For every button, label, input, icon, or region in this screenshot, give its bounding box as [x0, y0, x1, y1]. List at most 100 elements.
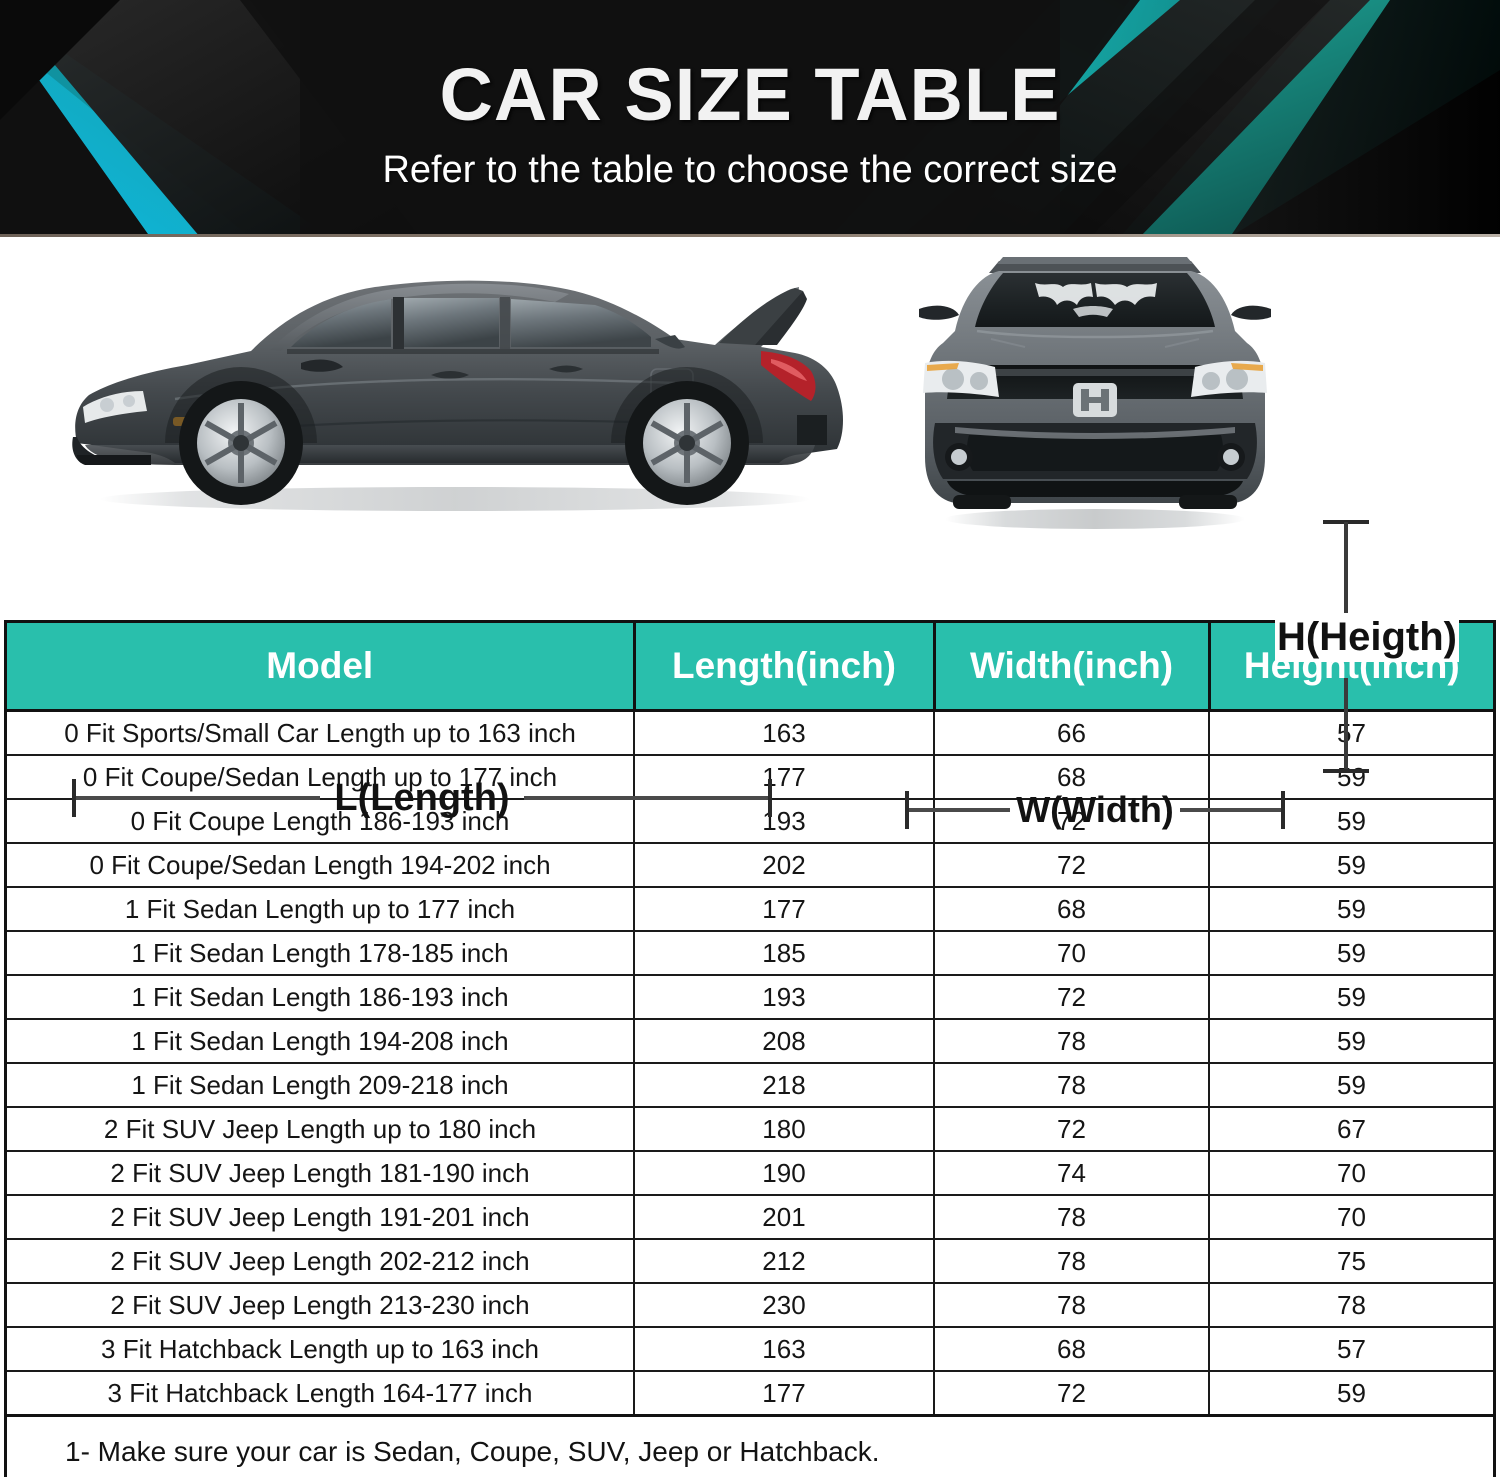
note-line-1: 1- Make sure your car is Sedan, Coupe, S…	[65, 1436, 880, 1467]
car-side-view-image	[55, 247, 865, 522]
length-line-left	[76, 796, 321, 800]
length-dimension-indicator: L(Length)	[72, 772, 772, 824]
car-front-view-icon	[919, 257, 1271, 529]
note-line-2: 2- Please according car Length to choose…	[65, 1474, 1493, 1477]
cell-model: 3 Fit Hatchback Length 164-177 inch	[7, 1370, 635, 1414]
cell-length: 193	[634, 974, 935, 1019]
cell-width: 72	[934, 798, 1210, 843]
table-row: 0 Fit Sports/Small Car Length up to 163 …	[7, 710, 1493, 755]
banner-background-graphic	[0, 0, 1500, 237]
cell-model: 1 Fit Sedan Length 209-218 inch	[7, 1062, 635, 1107]
cell-model: 1 Fit Sedan Length up to 177 inch	[7, 886, 635, 931]
cell-height: 57	[1209, 710, 1493, 755]
cell-height: 59	[1209, 974, 1493, 1019]
cell-height: 59	[1209, 930, 1493, 975]
table-row: 1 Fit Sedan Length up to 177 inch 177 68 59	[7, 886, 1493, 931]
width-left-cap	[905, 791, 909, 829]
cell-height: 78	[1209, 1282, 1493, 1327]
height-label: H(Heigth)	[1275, 613, 1459, 662]
table-row: 0 Fit Coupe Length 186-193 inch 193 72 59	[7, 798, 1493, 843]
cell-width: 78	[934, 1194, 1210, 1239]
table-row: 3 Fit Hatchback Length up to 163 inch 163…	[7, 1326, 1493, 1371]
cell-length: 201	[634, 1194, 935, 1239]
cell-length: 218	[634, 1062, 935, 1107]
cell-height: 70	[1209, 1150, 1493, 1195]
table-row: 0 Fit Coupe/Sedan Length 194-202 inch 202…	[7, 842, 1493, 887]
cell-model: 1 Fit Sedan Length 178-185 inch	[7, 930, 635, 975]
table-body: 0 Fit Sports/Small Car Length up to 163 …	[7, 710, 1493, 1414]
size-table-container: Model Length(inch) Width(inch) Height(in…	[4, 620, 1496, 1417]
cell-height: 70	[1209, 1194, 1493, 1239]
cell-length: 177	[634, 754, 935, 799]
column-header-model: Model	[7, 623, 636, 711]
header-banner: CAR SIZE TABLE Refer to the table to cho…	[0, 0, 1500, 237]
table-row: 1 Fit Sedan Length 209-218 inch 218 78 59	[7, 1062, 1493, 1107]
page-title: CAR SIZE TABLE	[439, 53, 1061, 137]
cell-width: 72	[934, 974, 1210, 1019]
cell-width: 66	[934, 710, 1210, 755]
banner-bottom-divider	[0, 234, 1500, 237]
table-row: 2 Fit SUV Jeep Length 213-230 inch 230 78 7…	[7, 1282, 1493, 1327]
table-row: 2 Fit SUV Jeep Length up to 180 inch 180 7…	[7, 1106, 1493, 1151]
cell-height: 75	[1209, 1238, 1493, 1283]
cell-length: 163	[634, 710, 935, 755]
cell-length: 212	[634, 1238, 935, 1283]
height-bottom-cap	[1323, 769, 1369, 773]
table-row: 2 Fit SUV Jeep Length 202-212 inch 212 78 7…	[7, 1238, 1493, 1283]
car-front-view-image	[895, 247, 1295, 537]
cell-width: 68	[934, 1326, 1210, 1371]
cell-length: 177	[634, 1370, 935, 1414]
cell-model: 0 Fit Sports/Small Car Length up to 163 …	[7, 710, 635, 755]
width-line-right	[1179, 808, 1281, 812]
cell-height: 59	[1209, 754, 1493, 799]
cell-model: 0 Fit Coupe/Sedan Length 194-202 inch	[7, 842, 635, 887]
cell-model: 2 Fit SUV Jeep Length up to 180 inch	[7, 1106, 635, 1151]
length-label: L(Length)	[334, 776, 510, 819]
cell-width: 74	[934, 1150, 1210, 1195]
column-header-width: Width(inch)	[934, 623, 1211, 711]
table-header: Model Length(inch) Width(inch) Height(in…	[7, 623, 1493, 711]
cell-width: 78	[934, 1238, 1210, 1283]
width-label: W(Width)	[1016, 789, 1174, 830]
table-row: 0 Fit Coupe/Sedan Length up to 177 inch 1…	[7, 754, 1493, 799]
cell-height: 67	[1209, 1106, 1493, 1151]
table-row: 1 Fit Sedan Length 194-208 inch 208 78 59	[7, 1018, 1493, 1063]
cell-model: 0 Fit Coupe/Sedan Length up to 177 inch	[7, 754, 635, 799]
size-table: Model Length(inch) Width(inch) Height(in…	[7, 623, 1493, 1414]
cell-length: 202	[634, 842, 935, 887]
cell-width: 70	[934, 930, 1210, 975]
cell-length: 180	[634, 1106, 935, 1151]
table-row: 1 Fit Sedan Length 186-193 inch 193 72 59	[7, 974, 1493, 1019]
cell-width: 72	[934, 1370, 1210, 1414]
cell-length: 193	[634, 798, 935, 843]
car-dimension-diagram: L(Length) W(Width) H(Heigth)	[0, 237, 1500, 830]
cell-width: 78	[934, 1062, 1210, 1107]
cell-height: 59	[1209, 1370, 1493, 1414]
cell-model: 1 Fit Sedan Length 194-208 inch	[7, 1018, 635, 1063]
height-dimension-indicator: H(Heigth)	[1275, 520, 1500, 773]
cell-length: 177	[634, 886, 935, 931]
table-row: 1 Fit Sedan Length 178-185 inch 185 70 59	[7, 930, 1493, 975]
cell-width: 78	[934, 1018, 1210, 1063]
table-row: 2 Fit SUV Jeep Length 191-201 inch 201 78 7…	[7, 1194, 1493, 1239]
width-right-cap	[1281, 791, 1285, 829]
page-subtitle: Refer to the table to choose the correct…	[382, 148, 1118, 191]
cell-height: 59	[1209, 798, 1493, 843]
table-row: 3 Fit Hatchback Length 164-177 inch 177 72…	[7, 1370, 1493, 1414]
banner-text-block: CAR SIZE TABLE Refer to the table to cho…	[0, 0, 1500, 237]
length-left-cap	[72, 779, 76, 817]
cell-height: 57	[1209, 1326, 1493, 1371]
cell-width: 72	[934, 842, 1210, 887]
cell-width: 68	[934, 886, 1210, 931]
cell-length: 163	[634, 1326, 935, 1371]
cell-model: 2 Fit SUV Jeep Length 191-201 inch	[7, 1194, 635, 1239]
car-side-view-icon	[72, 280, 843, 511]
length-line-right	[523, 796, 768, 800]
cell-length: 185	[634, 930, 935, 975]
width-line-left	[909, 808, 1011, 812]
cell-height: 59	[1209, 1062, 1493, 1107]
cell-length: 208	[634, 1018, 935, 1063]
cell-height: 59	[1209, 842, 1493, 887]
cell-model: 3 Fit Hatchback Length up to 163 inch	[7, 1326, 635, 1371]
